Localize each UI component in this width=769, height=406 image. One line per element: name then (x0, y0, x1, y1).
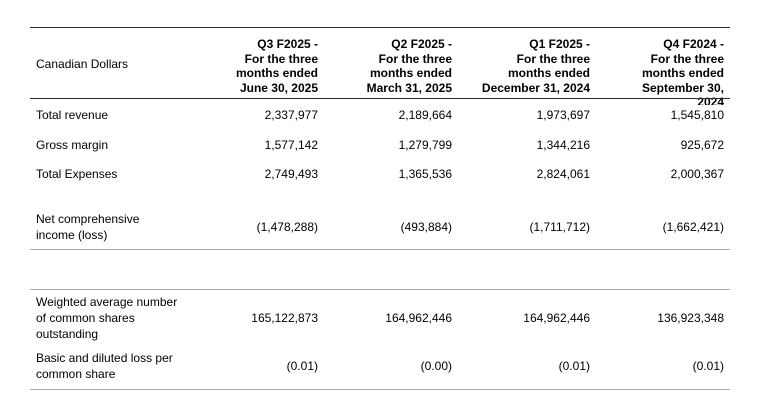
mid-rule-1 (30, 249, 730, 250)
cell-value: 1,365,536 (398, 166, 452, 181)
column-header-q1-f2025: Q1 F2025 - For the three months ended De… (452, 28, 590, 105)
row-net-comprehensive-income: Net comprehensive income (loss) (1,478,2… (30, 204, 730, 249)
cell-value: 2,749,493 (264, 166, 318, 181)
row-label: Net comprehensive income (loss) (36, 211, 140, 242)
row-weighted-average-shares: Weighted average number of common shares… (30, 290, 730, 346)
financial-table: Canadian Dollars Q3 F2025 - For the thre… (30, 27, 730, 390)
column-header-text: Q2 F2025 - For the three months ended Ma… (366, 37, 452, 95)
row-label: Basic and diluted loss per common share (36, 350, 173, 381)
cell-value: 1,577,142 (264, 137, 318, 152)
cell-value: 1,973,697 (536, 107, 590, 122)
row-total-expenses: Total Expenses 2,749,493 1,365,536 2,824… (30, 159, 730, 188)
column-header-q2-f2025: Q2 F2025 - For the three months ended Ma… (318, 28, 452, 105)
mid-rule-2 (30, 289, 730, 290)
corner-label: Canadian Dollars (36, 56, 129, 71)
cell-value: (0.00) (420, 358, 452, 373)
cell-value: 2,337,977 (264, 107, 318, 122)
row-spacer (30, 188, 730, 204)
cell-value: (1,478,288) (256, 219, 318, 234)
column-header-text: Q3 F2025 - For the three months ended Ju… (235, 37, 318, 95)
cell-value: 2,000,367 (670, 166, 724, 181)
row-gross-margin: Gross margin 1,577,142 1,279,799 1,344,2… (30, 130, 730, 159)
cell-value: 164,962,446 (523, 311, 590, 325)
row-total-revenue: Total revenue 2,337,977 2,189,664 1,973,… (30, 99, 730, 130)
cell-value: 1,545,810 (670, 107, 724, 122)
row-label: Total revenue (36, 107, 109, 122)
row-label: Gross margin (36, 137, 109, 152)
table-header-row: Canadian Dollars Q3 F2025 - For the thre… (30, 27, 730, 105)
cell-value: 1,279,799 (398, 137, 452, 152)
cell-value: (493,884) (400, 219, 452, 234)
bottom-rule (30, 389, 730, 390)
column-header-text: Q4 F2024 - For the three months ended Se… (641, 37, 724, 105)
cell-value: 136,923,348 (657, 311, 724, 325)
cell-value: 1,344,216 (536, 137, 590, 152)
column-header-q4-f2024: Q4 F2024 - For the three months ended Se… (590, 28, 730, 105)
column-header-text: Q1 F2025 - For the three months ended De… (481, 37, 590, 95)
cell-value: (1,662,421) (662, 219, 724, 234)
cell-value: 2,189,664 (398, 107, 452, 122)
cell-value: 164,962,446 (385, 311, 452, 325)
cell-value: 925,672 (680, 137, 724, 152)
column-header-q3-f2025: Q3 F2025 - For the three months ended Ju… (200, 28, 318, 105)
row-label: Total Expenses (36, 166, 118, 181)
section-spacer (30, 250, 730, 289)
row-basic-diluted-loss: Basic and diluted loss per common share … (30, 346, 730, 385)
cell-value: 165,122,873 (251, 311, 318, 325)
header-rule (30, 98, 730, 99)
cell-value: 2,824,061 (536, 166, 590, 181)
cell-value: (0.01) (558, 358, 590, 373)
cell-value: (0.01) (286, 358, 318, 373)
row-label: Weighted average number of common shares… (36, 295, 178, 341)
cell-value: (1,711,712) (529, 219, 591, 234)
cell-value: (0.01) (692, 358, 724, 373)
